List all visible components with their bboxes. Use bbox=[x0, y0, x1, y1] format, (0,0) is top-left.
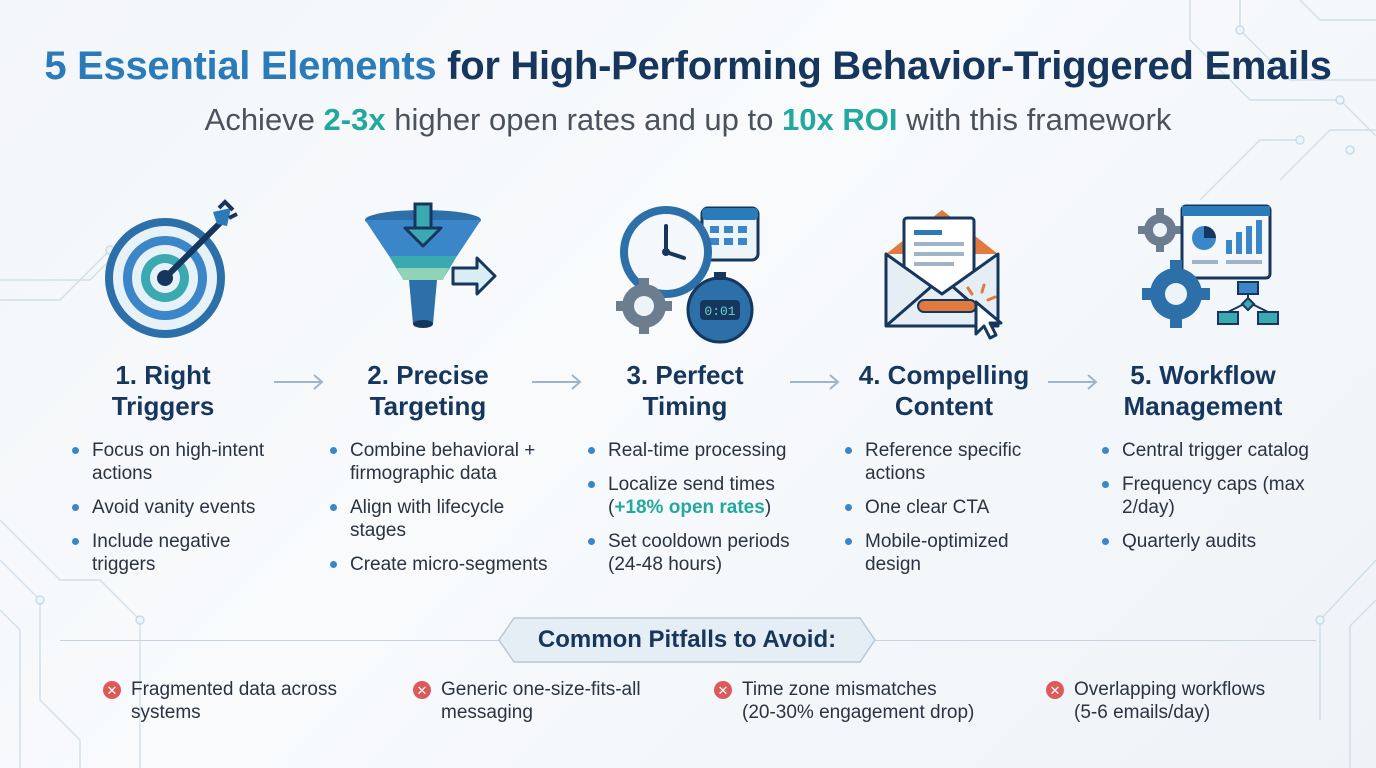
list-item: Mobile-optimized design bbox=[845, 530, 1065, 576]
banner-shape bbox=[498, 617, 876, 663]
x-circle-icon: ✕ bbox=[413, 681, 431, 699]
target-arrow-icon bbox=[105, 199, 238, 338]
list-item: Focus on high-intent actions bbox=[72, 439, 292, 485]
pitfalls-heading: Common Pitfalls to Avoid: bbox=[498, 617, 876, 663]
list-item: Create micro-segments bbox=[330, 553, 550, 576]
workflow-dashboard-icon bbox=[1138, 204, 1279, 328]
element-title-2: 2. Precise Targeting bbox=[367, 360, 489, 421]
divider bbox=[60, 640, 500, 641]
x-circle-icon: ✕ bbox=[1046, 681, 1064, 699]
pitfall-item: ✕ Fragmented data across systems bbox=[103, 678, 337, 724]
list-item: Quarterly audits bbox=[1102, 530, 1322, 553]
list-item: Align with lifecycle stages bbox=[330, 496, 550, 542]
pitfall-item: ✕ Generic one-size-fits-all messaging bbox=[413, 678, 641, 724]
pitfall-item: ✕ Overlapping workflows (5-6 emails/day) bbox=[1046, 678, 1265, 724]
flow-arrow-icon bbox=[790, 374, 840, 390]
funnel-icon bbox=[365, 202, 497, 328]
element-title-4: 4. Compelling Content bbox=[858, 360, 1030, 421]
list-item: Frequency caps (max 2/day) bbox=[1102, 473, 1322, 519]
list-item: Avoid vanity events bbox=[72, 496, 292, 519]
list-item: Localize send times (+18% open rates) bbox=[588, 473, 808, 519]
divider bbox=[874, 640, 1316, 641]
pitfall-item: ✕ Time zone mismatches (20-30% engagement … bbox=[714, 678, 974, 724]
element-bullets-4: Reference specific actions One clear CTA… bbox=[845, 439, 1065, 587]
element-bullets-1: Focus on high-intent actions Avoid vanit… bbox=[72, 439, 292, 587]
element-title-5: 5. Workflow Management bbox=[1123, 360, 1283, 421]
list-item: Combine behavioral + firmographic data bbox=[330, 439, 550, 485]
element-bullets-2: Combine behavioral + firmographic data A… bbox=[330, 439, 550, 587]
x-circle-icon: ✕ bbox=[103, 681, 121, 699]
list-item: Real-time processing bbox=[588, 439, 808, 462]
element-bullets-3: Real-time processing Localize send times… bbox=[588, 439, 808, 587]
envelope-cta-icon bbox=[884, 210, 1003, 340]
timer-display: 0:01 bbox=[704, 304, 735, 319]
flow-arrow-icon bbox=[532, 374, 582, 390]
list-item: Include negative triggers bbox=[72, 530, 292, 576]
flow-arrow-icon bbox=[274, 374, 324, 390]
page-title: 5 Essential Elements for High-Performing… bbox=[44, 44, 1332, 88]
list-item: One clear CTA bbox=[845, 496, 1065, 519]
list-item: Reference specific actions bbox=[845, 439, 1065, 485]
clock-calendar-timer-icon: 0:01 bbox=[616, 206, 760, 344]
page-subtitle: Achieve 2-3x higher open rates and up to… bbox=[204, 102, 1172, 137]
element-title-1: 1. Right Triggers bbox=[111, 360, 215, 421]
flow-arrow-icon bbox=[1048, 374, 1098, 390]
list-item: Set cooldown periods (24-48 hours) bbox=[588, 530, 808, 576]
element-bullets-5: Central trigger catalog Frequency caps (… bbox=[1102, 439, 1322, 564]
x-circle-icon: ✕ bbox=[714, 681, 732, 699]
element-title-3: 3. Perfect Timing bbox=[626, 360, 744, 421]
list-item: Central trigger catalog bbox=[1102, 439, 1322, 462]
